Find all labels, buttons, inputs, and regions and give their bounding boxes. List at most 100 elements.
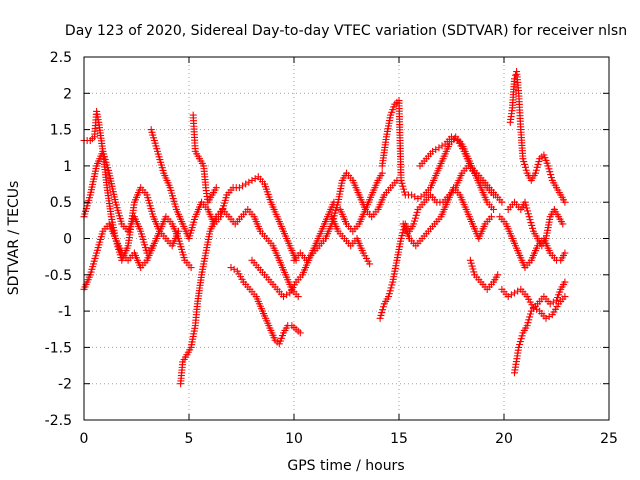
data-point-fill xyxy=(400,185,408,193)
data-point-fill xyxy=(470,268,478,276)
y-tick-label: -1 xyxy=(58,304,72,320)
data-point-fill xyxy=(533,163,541,171)
data-point xyxy=(397,176,405,184)
data-point-fill xyxy=(251,175,259,183)
data-point-fill xyxy=(532,166,540,174)
x-tick-label: 5 xyxy=(185,431,194,447)
data-point-fill xyxy=(467,259,475,267)
data-point-fill xyxy=(514,287,522,295)
data-point xyxy=(532,169,539,177)
data-point-fill xyxy=(520,158,528,166)
data-point-fill xyxy=(524,319,532,327)
data-point-fill xyxy=(547,171,555,179)
data-point-fill xyxy=(527,219,535,227)
data-point xyxy=(515,343,523,351)
chart-title: Day 123 of 2020, Sidereal Day-to-day VTE… xyxy=(65,23,627,39)
data-point-fill xyxy=(521,163,529,171)
data-point xyxy=(414,195,422,203)
data-point-fill xyxy=(521,160,529,168)
data-point-fill xyxy=(529,224,537,232)
data-point xyxy=(175,227,182,235)
x-tick-label: 0 xyxy=(80,431,89,447)
data-point-fill xyxy=(398,232,406,240)
data-point xyxy=(385,293,392,301)
axis-ticks xyxy=(83,56,610,421)
data-point-fill xyxy=(547,174,555,182)
data-point-fill xyxy=(388,281,396,289)
x-tick-label: 20 xyxy=(495,431,513,447)
data-point-fill xyxy=(549,298,557,306)
y-tick-label: -2.5 xyxy=(45,413,72,429)
data-point-fill xyxy=(524,207,532,215)
data-point-fill xyxy=(385,290,393,298)
data-point xyxy=(523,322,531,330)
data-point xyxy=(559,220,567,228)
data-point-fill xyxy=(507,291,515,299)
data-point-fill xyxy=(516,340,524,348)
data-point-fill xyxy=(516,338,524,346)
y-tick-label: -0.5 xyxy=(45,268,72,284)
data-point xyxy=(490,205,497,213)
data-point-fill xyxy=(533,305,541,313)
data-point xyxy=(466,256,474,264)
data-point-fill xyxy=(386,287,394,295)
data-point-fill xyxy=(512,71,520,79)
data-point-fill xyxy=(283,291,291,299)
data-point-fill xyxy=(411,217,419,225)
data-point-fill xyxy=(411,193,419,201)
data-point-fill xyxy=(379,306,387,314)
y-tick-label: 1.5 xyxy=(50,123,72,139)
data-point xyxy=(487,213,495,221)
data-point-fill xyxy=(413,208,421,216)
data-point xyxy=(498,198,506,206)
data-point-fill xyxy=(411,214,419,222)
data-point xyxy=(561,278,569,286)
data-point-fill xyxy=(526,310,534,318)
data-point-fill xyxy=(469,265,477,273)
y-tick-label: 2.5 xyxy=(50,50,72,66)
x-axis-label: GPS time / hours xyxy=(287,458,404,474)
data-point-fill xyxy=(545,165,553,173)
data-point-fill xyxy=(468,262,476,270)
y-axis-label: SDTVAR / TECUs xyxy=(6,181,22,296)
data-point-fill xyxy=(524,210,532,218)
data-point xyxy=(294,293,302,301)
data-point-fill xyxy=(451,135,459,143)
data-point-fill xyxy=(245,178,253,186)
y-tick-labels: -2.5 -2 -1.5 -1 -0.5 0 0.5 1 1.5 2 2.5 xyxy=(45,50,72,429)
data-point xyxy=(296,329,304,337)
data-point xyxy=(242,180,250,188)
data-point-fill xyxy=(399,182,407,190)
data-point xyxy=(544,162,552,170)
data-point xyxy=(376,314,384,322)
data-point-fill xyxy=(545,313,553,321)
data-point xyxy=(227,264,235,272)
data-point-fill xyxy=(417,193,425,201)
y-tick-label: -2 xyxy=(58,377,72,393)
data-point-fill xyxy=(522,201,530,209)
data-point-fill xyxy=(534,160,542,168)
data-point xyxy=(397,235,405,242)
data-point xyxy=(248,176,256,184)
data-point xyxy=(561,198,569,206)
data-point xyxy=(525,213,533,221)
data-point xyxy=(410,220,418,228)
data-point-fill xyxy=(523,204,531,212)
data-point-fill xyxy=(432,146,440,154)
y-tick-label: 0.5 xyxy=(50,195,72,211)
y-tick-label: 0 xyxy=(63,232,72,248)
data-point-fill xyxy=(526,313,534,321)
data-point-fill xyxy=(398,179,406,187)
data-point-fill xyxy=(239,182,247,190)
x-tick-label: 15 xyxy=(390,431,408,447)
data-point xyxy=(494,271,502,279)
data-point xyxy=(149,242,157,250)
data-point-fill xyxy=(535,158,543,166)
data-point xyxy=(435,144,443,152)
data-point-fill xyxy=(412,211,420,219)
data-point-fill xyxy=(525,316,533,324)
data-point-fill xyxy=(387,284,395,292)
data-point-fill xyxy=(522,166,530,174)
x-tick-label: 25 xyxy=(600,431,618,447)
